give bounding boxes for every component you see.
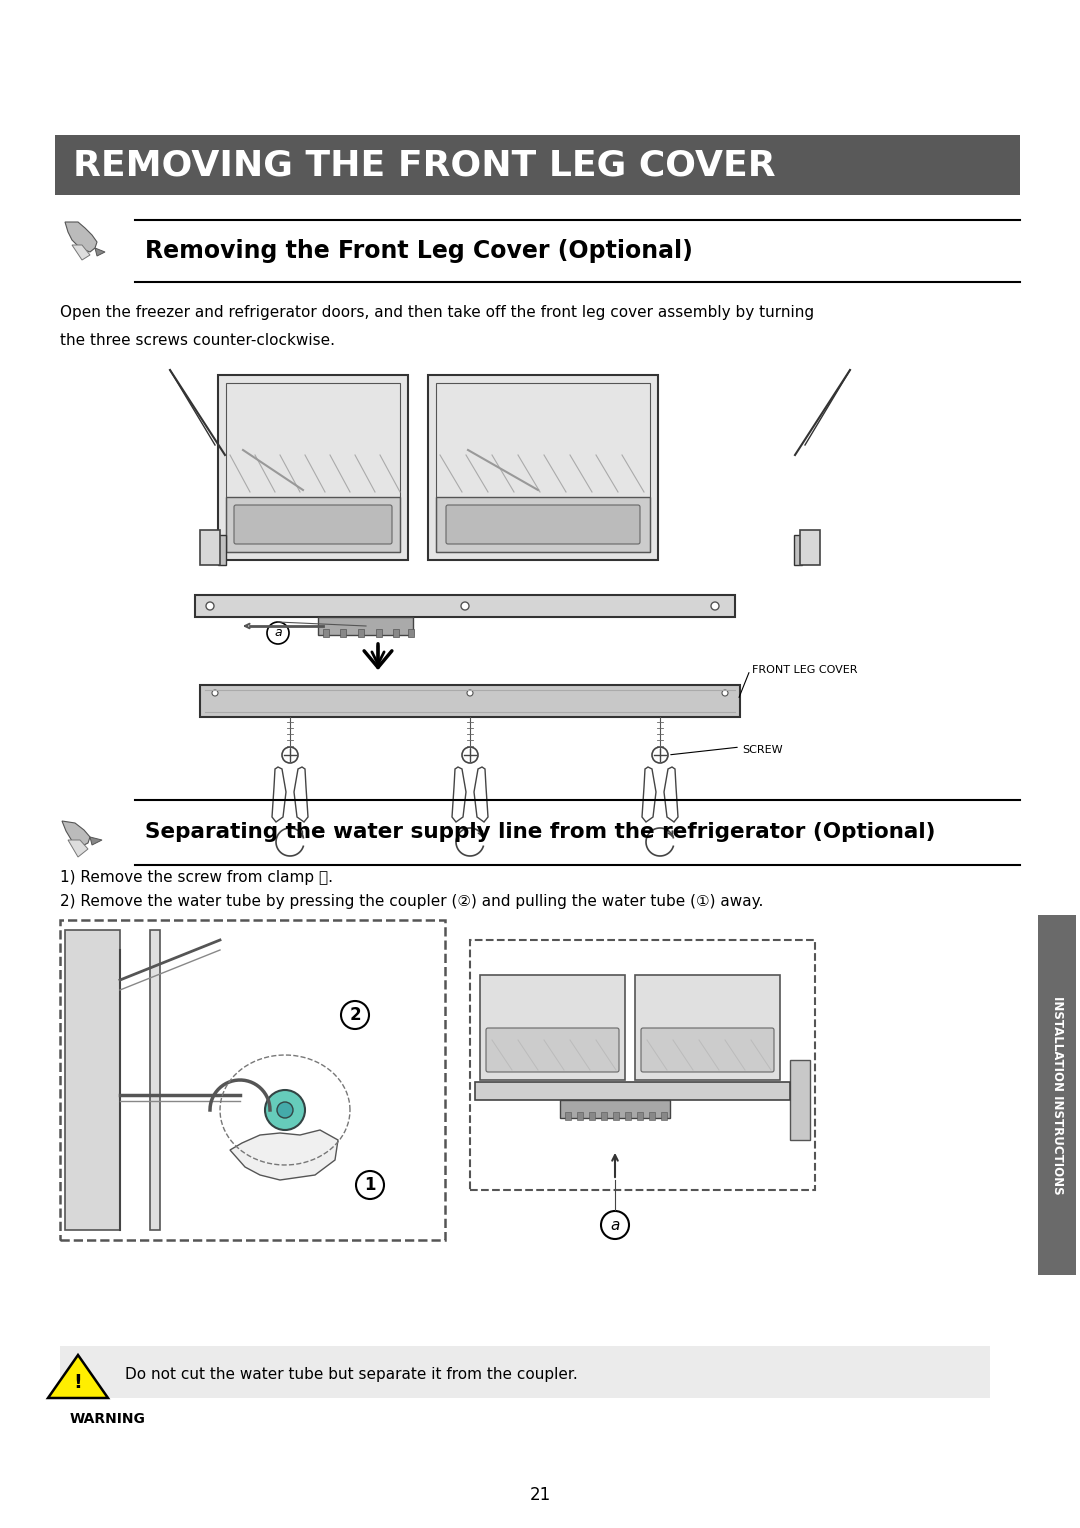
Circle shape xyxy=(462,747,478,762)
Text: Separating the water supply line from the refrigerator (Optional): Separating the water supply line from th… xyxy=(145,822,935,842)
Text: REMOVING THE FRONT LEG COVER: REMOVING THE FRONT LEG COVER xyxy=(73,150,775,183)
Bar xyxy=(226,384,400,552)
Bar xyxy=(200,530,220,565)
Polygon shape xyxy=(90,837,102,845)
Text: INSTALLATION INSTRUCTIONS: INSTALLATION INSTRUCTIONS xyxy=(1051,996,1064,1195)
FancyBboxPatch shape xyxy=(234,504,392,544)
Circle shape xyxy=(212,691,218,695)
Circle shape xyxy=(267,622,289,643)
Bar xyxy=(200,685,740,717)
Circle shape xyxy=(356,1170,384,1199)
Circle shape xyxy=(341,1001,369,1028)
Text: WARNING: WARNING xyxy=(70,1412,146,1426)
FancyBboxPatch shape xyxy=(486,1028,619,1073)
Text: Do not cut the water tube but separate it from the coupler.: Do not cut the water tube but separate i… xyxy=(125,1368,578,1383)
Bar xyxy=(318,617,413,636)
Bar xyxy=(428,374,658,559)
Circle shape xyxy=(711,602,719,610)
Bar xyxy=(55,134,1020,196)
Text: Removing the Front Leg Cover (Optional): Removing the Front Leg Cover (Optional) xyxy=(145,238,693,263)
Polygon shape xyxy=(95,248,105,257)
Text: FRONT LEG COVER: FRONT LEG COVER xyxy=(752,665,858,675)
Text: SCREW: SCREW xyxy=(742,746,783,755)
Bar xyxy=(800,530,820,565)
Text: 1) Remove the screw from clamp ⓐ.: 1) Remove the screw from clamp ⓐ. xyxy=(60,869,333,885)
Polygon shape xyxy=(72,244,90,260)
Bar xyxy=(794,535,802,565)
Bar xyxy=(195,594,735,617)
Bar xyxy=(589,1112,595,1120)
Text: 2) Remove the water tube by pressing the coupler (②) and pulling the water tube : 2) Remove the water tube by pressing the… xyxy=(60,894,764,909)
Polygon shape xyxy=(642,767,656,822)
Circle shape xyxy=(723,691,728,695)
Text: 1: 1 xyxy=(364,1177,376,1193)
Bar xyxy=(649,1112,654,1120)
Polygon shape xyxy=(453,767,465,822)
Polygon shape xyxy=(62,821,90,847)
Circle shape xyxy=(600,1212,629,1239)
FancyBboxPatch shape xyxy=(446,504,640,544)
Bar xyxy=(1038,915,1076,1274)
Bar xyxy=(565,1112,571,1120)
Circle shape xyxy=(282,747,298,762)
Polygon shape xyxy=(48,1355,108,1398)
FancyBboxPatch shape xyxy=(642,1028,774,1073)
Bar xyxy=(635,975,780,1080)
Text: a: a xyxy=(610,1218,620,1233)
Bar xyxy=(376,630,382,637)
Circle shape xyxy=(461,602,469,610)
Bar xyxy=(436,497,650,552)
Polygon shape xyxy=(664,767,678,822)
Text: 2: 2 xyxy=(349,1005,361,1024)
Polygon shape xyxy=(65,222,97,252)
Polygon shape xyxy=(230,1131,338,1180)
Circle shape xyxy=(652,747,669,762)
Bar xyxy=(218,535,226,565)
Bar xyxy=(408,630,414,637)
Bar xyxy=(577,1112,583,1120)
Circle shape xyxy=(206,602,214,610)
Bar xyxy=(561,1100,670,1118)
Bar xyxy=(661,1112,667,1120)
Polygon shape xyxy=(474,767,488,822)
Bar xyxy=(150,931,160,1230)
Bar xyxy=(613,1112,619,1120)
Bar xyxy=(436,384,650,552)
Text: !: ! xyxy=(73,1372,82,1392)
Bar xyxy=(789,1060,810,1140)
Bar xyxy=(226,497,400,552)
Bar xyxy=(60,920,445,1241)
Polygon shape xyxy=(272,767,286,822)
Text: 21: 21 xyxy=(529,1487,551,1504)
Bar xyxy=(480,975,625,1080)
Bar xyxy=(65,931,120,1230)
Bar xyxy=(475,1082,789,1100)
Text: Open the freezer and refrigerator doors, and then take off the front leg cover a: Open the freezer and refrigerator doors,… xyxy=(60,306,814,319)
Circle shape xyxy=(265,1089,305,1131)
Bar xyxy=(60,1346,990,1398)
Polygon shape xyxy=(294,767,308,822)
Text: a: a xyxy=(274,626,282,640)
FancyArrowPatch shape xyxy=(245,623,249,628)
Bar xyxy=(600,1112,607,1120)
Bar xyxy=(340,630,346,637)
Bar xyxy=(357,630,364,637)
Bar xyxy=(323,630,329,637)
Text: the three screws counter-clockwise.: the three screws counter-clockwise. xyxy=(60,333,335,348)
Bar xyxy=(218,374,408,559)
Polygon shape xyxy=(68,840,87,857)
Bar xyxy=(625,1112,631,1120)
Circle shape xyxy=(276,1102,293,1118)
Circle shape xyxy=(467,691,473,695)
FancyArrowPatch shape xyxy=(364,643,392,668)
Bar xyxy=(470,940,815,1190)
Bar xyxy=(637,1112,643,1120)
Bar xyxy=(393,630,399,637)
